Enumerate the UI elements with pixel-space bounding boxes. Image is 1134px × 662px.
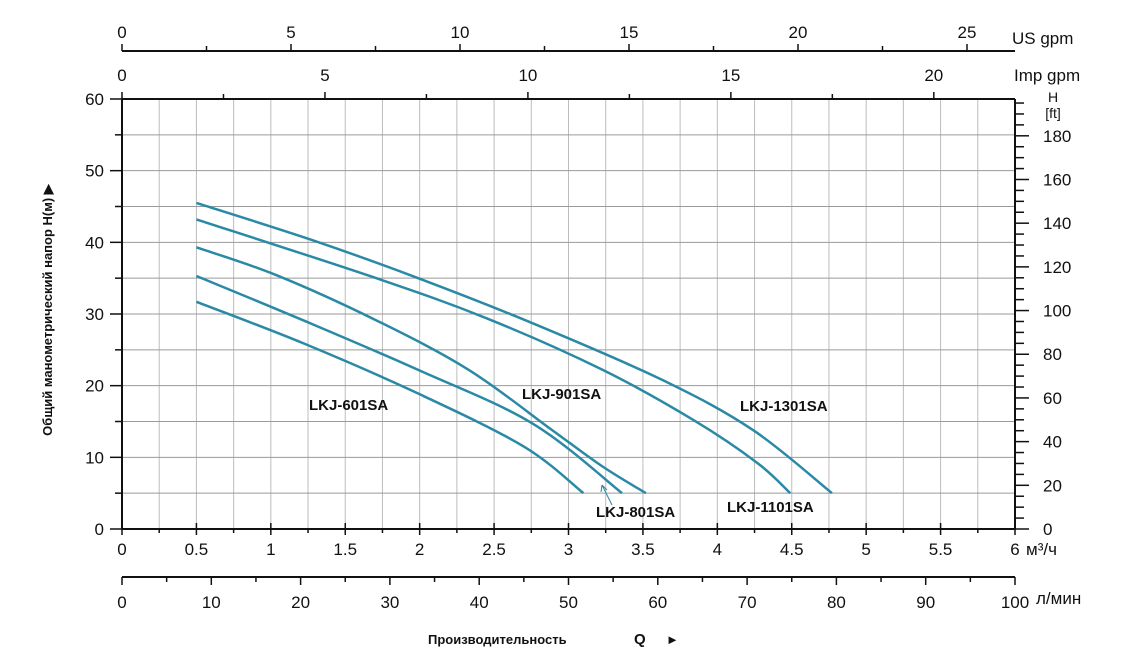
- series-label-lkj-601sa: LKJ-601SA: [309, 397, 388, 414]
- l-min-tick-label: 100: [1001, 593, 1029, 612]
- grid: [122, 99, 1015, 529]
- y-tick-label: 60: [85, 90, 104, 109]
- series-lines: [195, 201, 833, 495]
- x-tick-label: 6: [1010, 540, 1019, 559]
- us-gpm-tick-label: 20: [789, 23, 808, 42]
- l-min-tick-label: 30: [380, 593, 399, 612]
- series-label-lkj-1101sa: LKJ-1101SA: [727, 499, 814, 516]
- ft-tick-label: 140: [1043, 214, 1071, 233]
- series-labels: LKJ-1301SA LKJ-1101SA LKJ-901SA LKJ-801SA LK…: [309, 386, 828, 521]
- y-tick-label: 50: [85, 162, 104, 181]
- series-label-lkj-801sa: LKJ-801SA: [596, 504, 675, 521]
- ft-tick-label: 180: [1043, 127, 1071, 146]
- series-line-lkj-1301sa: [196, 201, 833, 495]
- series-line-lkj-901sa: [196, 246, 647, 495]
- l-min-tick-label: 80: [827, 593, 846, 612]
- ft-tick-label: 40: [1043, 433, 1062, 452]
- l-min-tick-label: 70: [738, 593, 757, 612]
- series-label-lkj-1301sa: LKJ-1301SA: [740, 398, 828, 415]
- x-tick-label: 3.5: [631, 540, 655, 559]
- ft-unit-label-h: H: [1048, 89, 1058, 105]
- x-tick-label: 5: [861, 540, 870, 559]
- ft-tick-label: 0: [1043, 520, 1052, 539]
- x-tick-label: 1.5: [333, 540, 357, 559]
- l-min-tick-label: 20: [291, 593, 310, 612]
- y-tick-label: 0: [95, 520, 104, 539]
- x-axis-title: Производительность: [428, 632, 567, 647]
- ft-tick-label: 60: [1043, 389, 1062, 408]
- l-min-tick-label: 0: [117, 593, 126, 612]
- us-gpm-tick-label: 15: [620, 23, 639, 42]
- l-min-tick-label: 10: [202, 593, 221, 612]
- us-gpm-tick-label: 5: [286, 23, 295, 42]
- x-tick-label: 2.5: [482, 540, 506, 559]
- series-line-lkj-801sa: [195, 274, 623, 495]
- y-axis-title: Общий манометрический напор H(м) ▶: [40, 183, 55, 436]
- l-min-unit-label: л/мин: [1036, 589, 1081, 608]
- imp-gpm-tick-label: 15: [721, 66, 740, 85]
- x-tick-label: 0.5: [185, 540, 209, 559]
- l-min-tick-label: 40: [470, 593, 489, 612]
- series-line-lkj-601sa: [195, 300, 585, 495]
- x-tick-label: 1: [266, 540, 275, 559]
- y-tick-label: 20: [85, 377, 104, 396]
- imp-gpm-tick-label: 10: [518, 66, 537, 85]
- ft-tick-label: 160: [1043, 170, 1071, 189]
- x-tick-label: 2: [415, 540, 424, 559]
- imp-gpm-tick-label: 0: [117, 66, 126, 85]
- imp-gpm-unit-label: Imp gpm: [1014, 66, 1080, 85]
- ft-unit-label-ft: [ft]: [1045, 105, 1061, 121]
- x-unit-label: м³/ч: [1026, 540, 1057, 559]
- y-tick-label: 40: [85, 233, 104, 252]
- x-tick-label: 5.5: [929, 540, 953, 559]
- ft-tick-label: 100: [1043, 302, 1071, 321]
- ft-tick-label: 20: [1043, 476, 1062, 495]
- ft-tick-label: 80: [1043, 345, 1062, 364]
- x-axis-arrow: ►: [666, 632, 679, 647]
- l-min-tick-label: 60: [648, 593, 667, 612]
- us-gpm-tick-label: 10: [451, 23, 470, 42]
- y-tick-label: 10: [85, 448, 104, 467]
- us-gpm-tick-label: 25: [958, 23, 977, 42]
- x-tick-label: 4.5: [780, 540, 804, 559]
- x-tick-label: 0: [117, 540, 126, 559]
- series-line-lkj-1101sa: [196, 218, 792, 495]
- series-label-lkj-901sa: LKJ-901SA: [522, 386, 601, 403]
- us-gpm-tick-label: 0: [117, 23, 126, 42]
- l-min-tick-label: 90: [916, 593, 935, 612]
- x-tick-label: 3: [564, 540, 573, 559]
- series-label-pointer-arrow: [600, 484, 613, 506]
- x-axis-symbol: Q: [634, 631, 646, 648]
- axes: 0 0.5 1 1.5 2 2.5 3 3.5 4 4.5 5 5.5 6 м³/ч01020304050…: [85, 23, 1081, 612]
- imp-gpm-tick-label: 5: [320, 66, 329, 85]
- y-tick-label: 30: [85, 305, 104, 324]
- x-tick-label: 4: [713, 540, 722, 559]
- imp-gpm-tick-label: 20: [924, 66, 943, 85]
- ft-tick-label: 120: [1043, 258, 1071, 277]
- l-min-tick-label: 50: [559, 593, 578, 612]
- us-gpm-unit-label: US gpm: [1012, 29, 1073, 48]
